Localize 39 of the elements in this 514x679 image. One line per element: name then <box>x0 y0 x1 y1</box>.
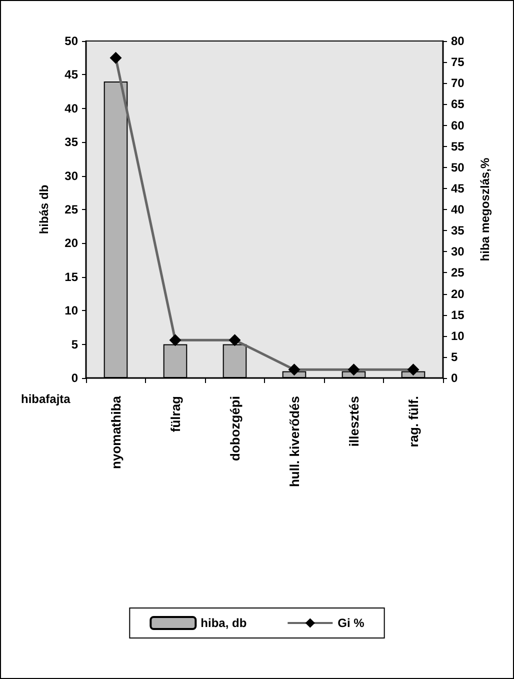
y2-tick-label: 55 <box>451 139 465 154</box>
legend-label: hiba, db <box>200 616 247 630</box>
y-tick-label: 0 <box>71 371 78 385</box>
y2-tick-label: 80 <box>451 34 465 48</box>
x-tick-label: hull. kiverődés <box>286 396 302 488</box>
y2-tick-label: 25 <box>451 266 465 280</box>
x-axis-title: hibafajta <box>21 392 71 406</box>
y2-tick-label: 45 <box>451 181 465 196</box>
y2-tick-label: 15 <box>451 308 465 322</box>
legend-label: Gi % <box>338 616 365 630</box>
x-tick-label: nyomathiba <box>108 395 124 469</box>
y-tick-label: 45 <box>64 68 78 82</box>
y-tick-label: 5 <box>71 337 78 352</box>
y2-tick-label: 5 <box>451 350 458 364</box>
y-tick-label: 40 <box>64 101 78 116</box>
y2-axis-title: hiba megoszlás,% <box>478 157 492 262</box>
y2-tick-label: 70 <box>451 76 465 90</box>
y2-tick-label: 0 <box>451 371 458 385</box>
y2-tick-label: 75 <box>451 55 465 70</box>
y2-tick-label: 60 <box>451 118 465 132</box>
y-axis-title: hibás db <box>37 184 51 234</box>
y-tick-label: 35 <box>64 135 78 150</box>
x-tick-label: rag. fülf. <box>406 396 421 448</box>
y-tick-label: 50 <box>64 34 78 48</box>
y2-tick-label: 50 <box>451 160 465 174</box>
x-tick-label: fülrag <box>168 396 183 432</box>
y-tick-label: 15 <box>64 270 78 284</box>
y-tick-label: 10 <box>64 304 78 318</box>
y2-tick-label: 65 <box>451 97 465 112</box>
y-tick-label: 30 <box>64 168 78 183</box>
y2-tick-label: 10 <box>451 328 465 343</box>
y2-tick-label: 40 <box>451 202 465 216</box>
y2-tick-label: 20 <box>451 286 465 301</box>
y2-tick-label: 30 <box>451 244 465 259</box>
x-tick-label: illesztés <box>346 396 362 447</box>
y-tick-label: 20 <box>64 236 78 250</box>
y-tick-label: 25 <box>64 202 78 216</box>
y2-tick-label: 35 <box>451 224 465 238</box>
x-tick-label: dobozgépi <box>227 396 242 461</box>
